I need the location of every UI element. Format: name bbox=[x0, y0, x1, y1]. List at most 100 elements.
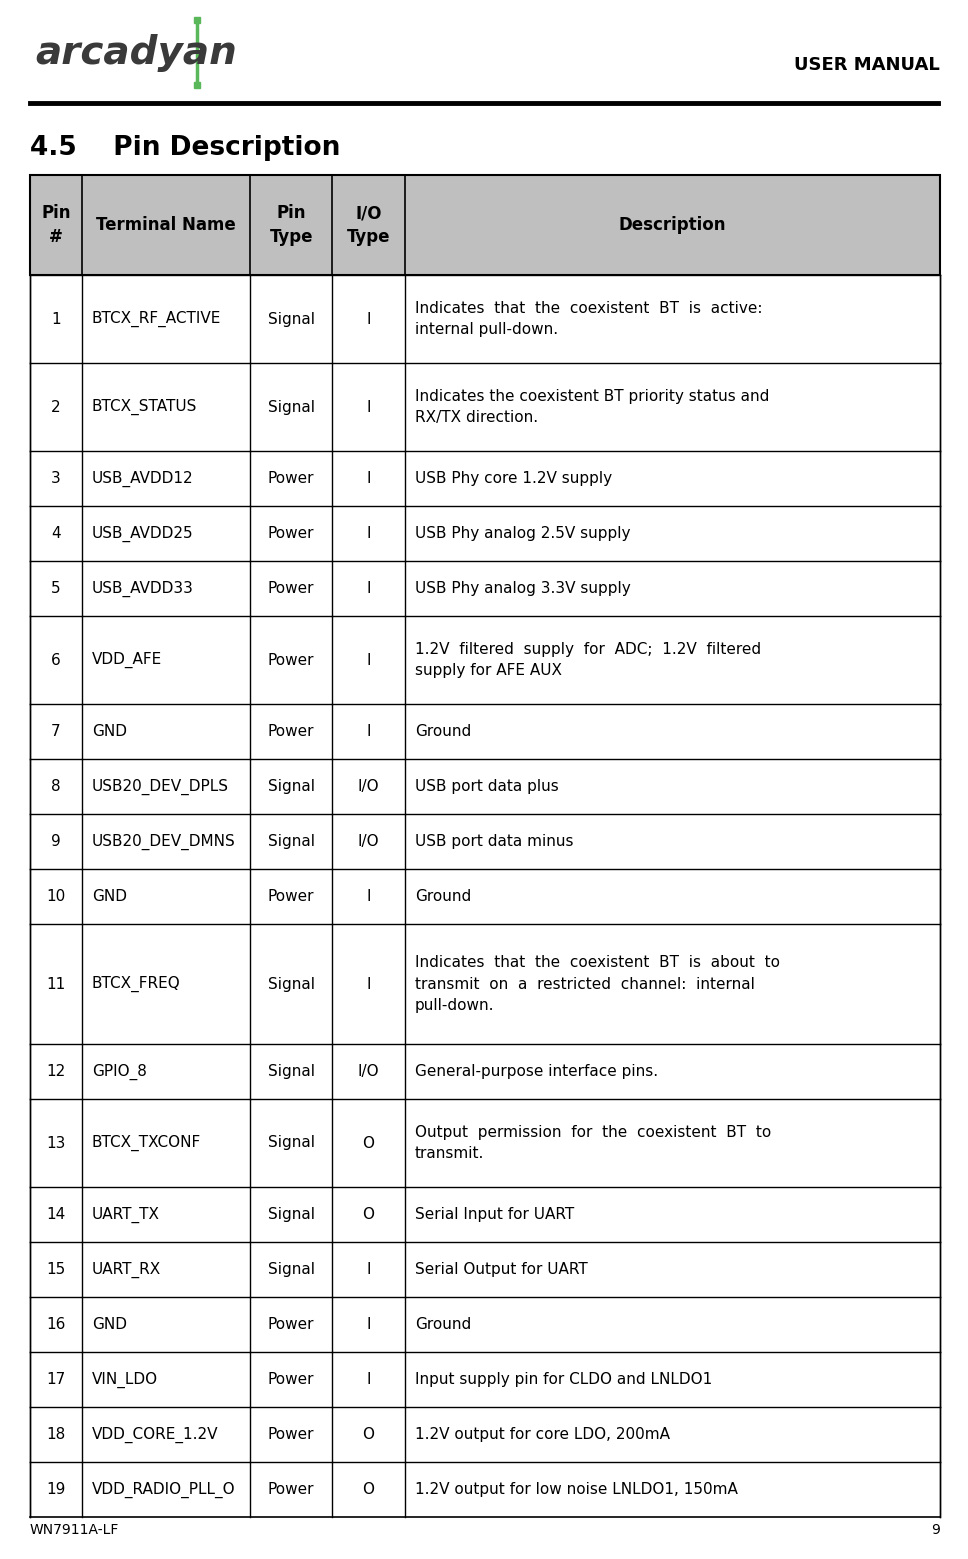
Text: I: I bbox=[366, 889, 371, 904]
Text: USB Phy core 1.2V supply: USB Phy core 1.2V supply bbox=[415, 471, 612, 486]
Text: Signal: Signal bbox=[268, 976, 315, 992]
Text: Power: Power bbox=[268, 1426, 315, 1442]
Bar bbox=[30, 1297, 940, 1352]
Text: 5: 5 bbox=[51, 582, 61, 596]
Text: Power: Power bbox=[268, 1317, 315, 1331]
Text: UART_TX: UART_TX bbox=[92, 1207, 160, 1222]
Text: 9: 9 bbox=[51, 834, 61, 850]
Text: I: I bbox=[366, 1317, 371, 1331]
Text: VIN_LDO: VIN_LDO bbox=[92, 1372, 158, 1388]
Text: Power: Power bbox=[268, 723, 315, 739]
Text: Power: Power bbox=[268, 471, 315, 486]
Bar bbox=[30, 705, 940, 759]
Text: I: I bbox=[366, 312, 371, 326]
Text: Signal: Signal bbox=[268, 1207, 315, 1222]
Text: I: I bbox=[366, 723, 371, 739]
Text: VDD_CORE_1.2V: VDD_CORE_1.2V bbox=[92, 1426, 219, 1442]
Bar bbox=[30, 561, 940, 616]
Text: Signal: Signal bbox=[268, 1261, 315, 1277]
Text: Power: Power bbox=[268, 1372, 315, 1388]
Text: I: I bbox=[366, 976, 371, 992]
Text: I/O: I/O bbox=[358, 780, 379, 794]
Bar bbox=[30, 451, 940, 507]
Bar bbox=[30, 274, 940, 363]
Text: Power: Power bbox=[268, 525, 315, 541]
Text: USB20_DEV_DPLS: USB20_DEV_DPLS bbox=[92, 778, 228, 795]
Text: I/O: I/O bbox=[358, 1063, 379, 1079]
Text: Indicates  that  the  coexistent  BT  is  about  to
transmit  on  a  restricted : Indicates that the coexistent BT is abou… bbox=[415, 956, 780, 1013]
Bar bbox=[30, 759, 940, 814]
Text: I/O: I/O bbox=[358, 834, 379, 850]
Text: 1: 1 bbox=[51, 312, 61, 326]
Text: USB20_DEV_DMNS: USB20_DEV_DMNS bbox=[92, 834, 235, 850]
Text: I: I bbox=[366, 399, 371, 415]
Text: O: O bbox=[363, 1483, 375, 1497]
Text: Indicates  that  the  coexistent  BT  is  active:
internal pull-down.: Indicates that the coexistent BT is acti… bbox=[415, 301, 763, 337]
Text: 4: 4 bbox=[51, 525, 61, 541]
Bar bbox=[30, 1408, 940, 1462]
Text: Signal: Signal bbox=[268, 834, 315, 850]
Text: Power: Power bbox=[268, 582, 315, 596]
Text: Signal: Signal bbox=[268, 399, 315, 415]
Text: Pin
#: Pin # bbox=[42, 204, 71, 246]
Text: Signal: Signal bbox=[268, 1135, 315, 1151]
Text: USB port data minus: USB port data minus bbox=[415, 834, 573, 850]
Text: 1.2V output for low noise LNLDO1, 150mA: 1.2V output for low noise LNLDO1, 150mA bbox=[415, 1483, 738, 1497]
Text: BTCX_STATUS: BTCX_STATUS bbox=[92, 399, 197, 415]
Bar bbox=[30, 1045, 940, 1099]
Text: GPIO_8: GPIO_8 bbox=[92, 1063, 147, 1079]
Bar bbox=[30, 1243, 940, 1297]
Text: 16: 16 bbox=[46, 1317, 66, 1331]
Bar bbox=[30, 616, 940, 705]
Text: Power: Power bbox=[268, 889, 315, 904]
Text: Description: Description bbox=[619, 217, 726, 234]
Text: 13: 13 bbox=[46, 1135, 66, 1151]
Text: General-purpose interface pins.: General-purpose interface pins. bbox=[415, 1063, 658, 1079]
Bar bbox=[30, 507, 940, 561]
Text: 1.2V  filtered  supply  for  ADC;  1.2V  filtered
supply for AFE AUX: 1.2V filtered supply for ADC; 1.2V filte… bbox=[415, 642, 761, 678]
Text: Serial Output for UART: Serial Output for UART bbox=[415, 1261, 588, 1277]
Text: Ground: Ground bbox=[415, 889, 471, 904]
Text: 6: 6 bbox=[51, 653, 61, 667]
Text: VDD_AFE: VDD_AFE bbox=[92, 652, 162, 669]
Text: 12: 12 bbox=[46, 1063, 66, 1079]
Text: USB Phy analog 3.3V supply: USB Phy analog 3.3V supply bbox=[415, 582, 631, 596]
Bar bbox=[30, 1099, 940, 1186]
Text: I: I bbox=[366, 525, 371, 541]
Text: USB Phy analog 2.5V supply: USB Phy analog 2.5V supply bbox=[415, 525, 630, 541]
Text: Signal: Signal bbox=[268, 312, 315, 326]
Text: I: I bbox=[366, 471, 371, 486]
Text: 2: 2 bbox=[51, 399, 61, 415]
Text: I: I bbox=[366, 653, 371, 667]
Text: Ground: Ground bbox=[415, 1317, 471, 1331]
Text: GND: GND bbox=[92, 723, 127, 739]
Text: USB_AVDD33: USB_AVDD33 bbox=[92, 580, 194, 597]
Text: GND: GND bbox=[92, 889, 127, 904]
Text: USER MANUAL: USER MANUAL bbox=[795, 56, 940, 73]
Text: BTCX_RF_ACTIVE: BTCX_RF_ACTIVE bbox=[92, 310, 222, 327]
Text: BTCX_FREQ: BTCX_FREQ bbox=[92, 976, 181, 992]
Text: O: O bbox=[363, 1207, 375, 1222]
Bar bbox=[30, 1352, 940, 1408]
Text: Signal: Signal bbox=[268, 780, 315, 794]
Bar bbox=[30, 175, 940, 274]
Text: 15: 15 bbox=[46, 1261, 66, 1277]
Text: I: I bbox=[366, 1261, 371, 1277]
Text: BTCX_TXCONF: BTCX_TXCONF bbox=[92, 1135, 201, 1151]
Text: arcadyan: arcadyan bbox=[35, 33, 237, 72]
Text: UART_RX: UART_RX bbox=[92, 1261, 161, 1278]
Text: I: I bbox=[366, 1372, 371, 1388]
Bar bbox=[30, 814, 940, 868]
Text: Pin
Type: Pin Type bbox=[269, 204, 313, 246]
Text: Indicates the coexistent BT priority status and
RX/TX direction.: Indicates the coexistent BT priority sta… bbox=[415, 388, 770, 426]
Text: I: I bbox=[366, 582, 371, 596]
Bar bbox=[30, 868, 940, 924]
Bar bbox=[30, 1462, 940, 1517]
Text: Power: Power bbox=[268, 653, 315, 667]
Bar bbox=[30, 1186, 940, 1243]
Text: Output  permission  for  the  coexistent  BT  to
transmit.: Output permission for the coexistent BT … bbox=[415, 1124, 771, 1161]
Text: 7: 7 bbox=[51, 723, 61, 739]
Text: 10: 10 bbox=[46, 889, 66, 904]
Text: WN7911A-LF: WN7911A-LF bbox=[30, 1523, 119, 1537]
Bar bbox=[30, 363, 940, 451]
